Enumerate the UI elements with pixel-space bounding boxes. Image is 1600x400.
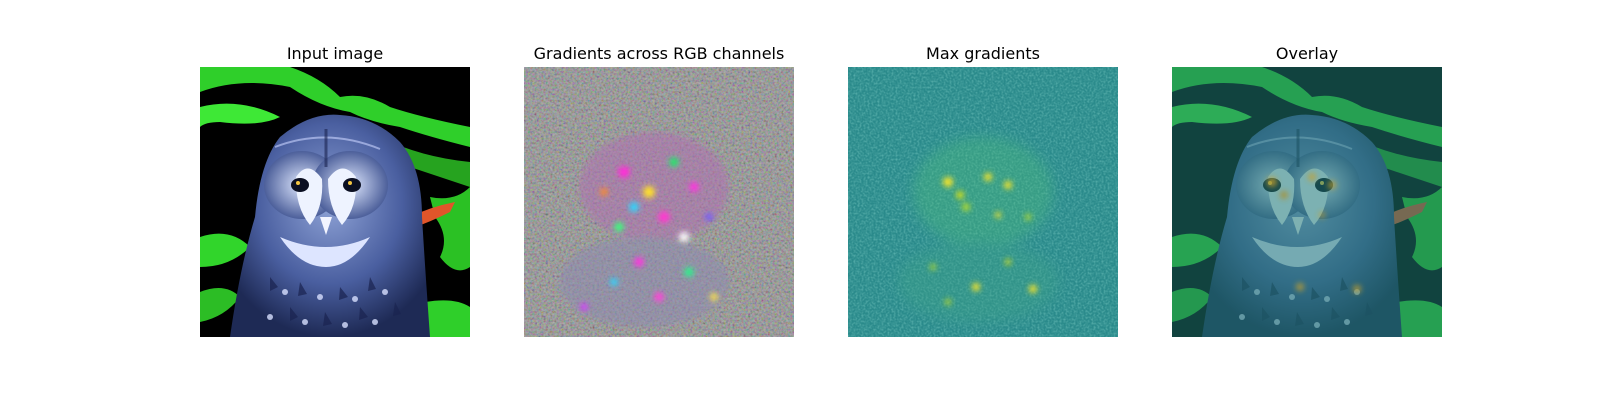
rgb-gradient-map — [524, 67, 794, 337]
overlay-image — [1172, 67, 1442, 337]
overlay-title: Overlay — [1275, 44, 1339, 63]
input-image-title: Input image — [286, 44, 384, 63]
rgb-gradients-title: Gradients across RGB channels — [533, 44, 785, 63]
max-gradient-map — [848, 67, 1118, 337]
owl-input-image — [200, 67, 470, 337]
max-gradients-title: Max gradients — [926, 44, 1040, 63]
